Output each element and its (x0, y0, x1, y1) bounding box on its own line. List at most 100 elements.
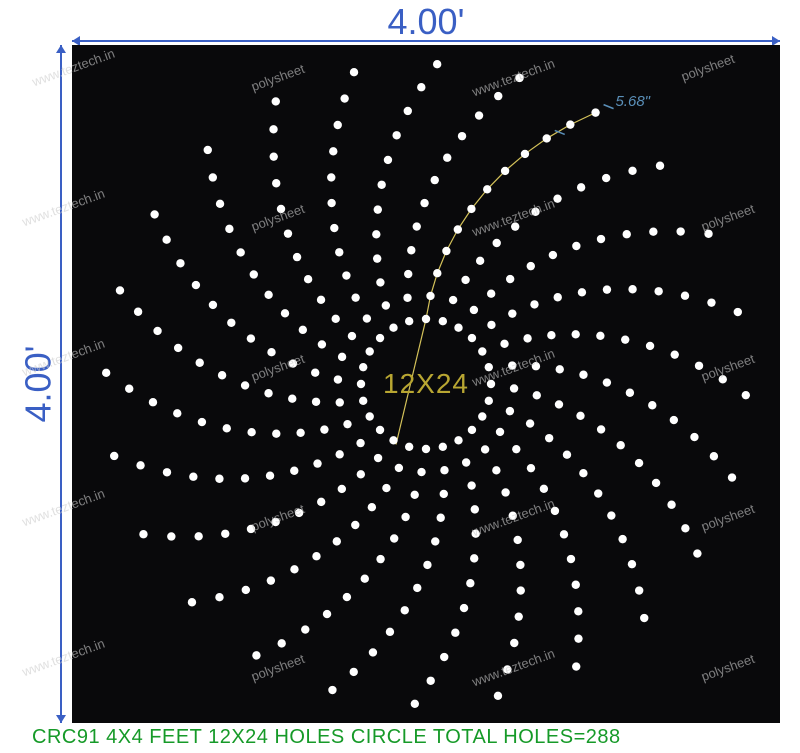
hole (215, 593, 223, 601)
hole (547, 331, 555, 339)
hole (454, 324, 462, 332)
hole (426, 292, 434, 300)
width-label: 4.00' (388, 1, 465, 43)
hole (311, 369, 319, 377)
hole (443, 154, 451, 162)
hole (635, 586, 643, 594)
hole (351, 293, 359, 301)
hole (527, 262, 535, 270)
hole (579, 469, 587, 477)
hole (439, 443, 447, 451)
hole (404, 270, 412, 278)
hole (223, 424, 231, 432)
hole (574, 634, 582, 642)
hole (648, 401, 656, 409)
hole (618, 535, 626, 543)
hole (411, 491, 419, 499)
hole (572, 330, 580, 338)
hole (433, 60, 441, 68)
hole (451, 629, 459, 637)
hole (578, 288, 586, 296)
arm-dimension-label: 5.68" (615, 93, 650, 110)
hole (487, 290, 495, 298)
hole (301, 625, 309, 633)
hole (271, 518, 279, 526)
hole (318, 340, 326, 348)
hole (417, 468, 425, 476)
hole (478, 347, 486, 355)
hole (475, 111, 483, 119)
hole (501, 488, 509, 496)
dimension-left: 4.00' (18, 45, 58, 723)
hole (350, 68, 358, 76)
hole (247, 428, 255, 436)
hole (401, 606, 409, 614)
hole (556, 365, 564, 373)
hole (163, 468, 171, 476)
hole (242, 586, 250, 594)
hole (403, 294, 411, 302)
hole (710, 452, 718, 460)
hole (681, 524, 689, 532)
hole (533, 391, 541, 399)
caption-text: CRC91 4X4 FEET 12X24 HOLES CIRCLE TOTAL … (32, 726, 621, 749)
hole (508, 361, 516, 369)
hole (510, 639, 518, 647)
hole (531, 208, 539, 216)
hole (566, 120, 574, 128)
hole (554, 293, 562, 301)
hole (602, 174, 610, 182)
hole (512, 445, 520, 453)
hole (252, 651, 260, 659)
hole (312, 552, 320, 560)
hole (506, 407, 514, 415)
hole (649, 228, 657, 236)
hole (272, 179, 280, 187)
hole (576, 412, 584, 420)
hole (466, 579, 474, 587)
hole (340, 94, 348, 102)
hole (478, 412, 486, 420)
hole (481, 445, 489, 453)
hole (336, 398, 344, 406)
hole (209, 173, 217, 181)
hole (204, 146, 212, 154)
hole (247, 334, 255, 342)
hole (433, 269, 441, 277)
hole (167, 532, 175, 540)
hole (458, 132, 466, 140)
hole (327, 173, 335, 181)
hole (317, 498, 325, 506)
hole (734, 308, 742, 316)
hole (250, 270, 258, 278)
hole (192, 281, 200, 289)
hole (594, 489, 602, 497)
hole (384, 156, 392, 164)
hole (667, 501, 675, 509)
hole (442, 247, 450, 255)
hole (603, 378, 611, 386)
hole (389, 436, 397, 444)
hole (218, 371, 226, 379)
pattern-panel: 12X24 5.68" (72, 45, 780, 723)
hole (215, 475, 223, 483)
hole (392, 131, 400, 139)
hole (513, 536, 521, 544)
hole (471, 530, 479, 538)
hole (628, 560, 636, 568)
hole (506, 275, 514, 283)
hole (494, 692, 502, 700)
hole (521, 150, 529, 158)
hole (312, 398, 320, 406)
dimension-line-left (60, 45, 62, 723)
arm-dimension-bracket (555, 105, 614, 135)
hole (476, 257, 484, 265)
hole (470, 554, 478, 562)
hole (374, 454, 382, 462)
hole (431, 176, 439, 184)
hole (492, 466, 500, 474)
hole (376, 426, 384, 434)
hole (427, 677, 435, 685)
hole (607, 511, 615, 519)
hole (494, 92, 502, 100)
